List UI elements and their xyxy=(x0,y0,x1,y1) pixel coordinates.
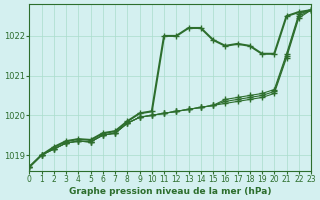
X-axis label: Graphe pression niveau de la mer (hPa): Graphe pression niveau de la mer (hPa) xyxy=(69,187,271,196)
